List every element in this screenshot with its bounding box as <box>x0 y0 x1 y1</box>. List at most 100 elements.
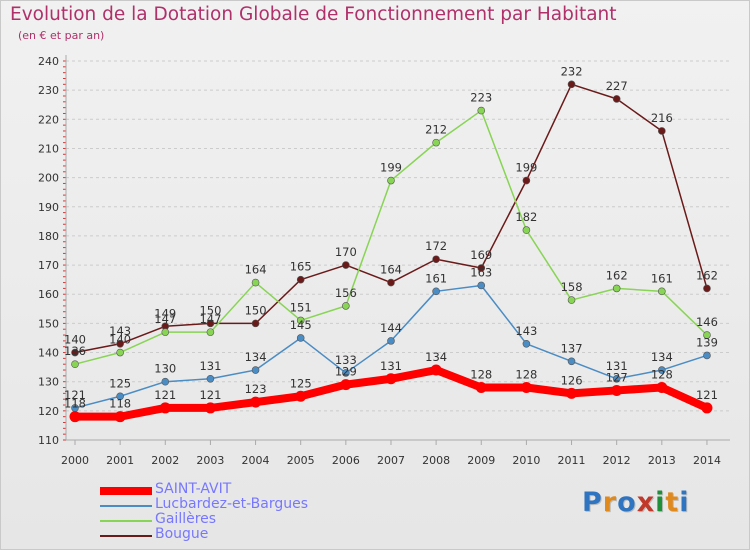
data-point-bougue <box>251 319 260 328</box>
x-tick-label: 2013 <box>648 454 676 467</box>
data-point-saint-avit <box>295 390 307 402</box>
logo-letter: i <box>655 487 666 518</box>
data-label-saint-avit: 131 <box>380 359 402 373</box>
data-point-bougue <box>477 264 486 272</box>
data-point-lucbardez-et-bargues <box>522 339 531 348</box>
data-label-saint-avit: 118 <box>64 397 86 411</box>
data-point-lucbardez-et-bargues <box>703 351 711 360</box>
y-tick-label: 130 <box>38 376 59 389</box>
data-label-bougue: 165 <box>290 260 312 274</box>
logo-letter: r <box>602 487 618 518</box>
legend-swatch <box>100 505 152 507</box>
x-tick-label: 2004 <box>242 454 270 467</box>
data-label-gaill-res: 212 <box>425 123 447 137</box>
data-label-gaill-res: 140 <box>109 333 131 347</box>
data-label-lucbardez-et-bargues: 134 <box>651 350 673 364</box>
data-label-saint-avit: 127 <box>606 370 628 384</box>
data-label-lucbardez-et-bargues: 145 <box>290 318 312 332</box>
data-point-saint-avit <box>250 396 262 408</box>
legend-swatch <box>100 520 152 522</box>
data-label-saint-avit: 121 <box>696 388 718 402</box>
data-point-saint-avit <box>475 382 487 394</box>
data-point-saint-avit <box>656 382 668 394</box>
axes: 110 120 130 140 150 160 170 180 190 200 210 220 230 2… <box>38 55 730 467</box>
y-tick-label: 220 <box>38 113 59 126</box>
data-point-saint-avit <box>385 373 397 385</box>
data-point-bougue <box>612 95 621 103</box>
data-label-bougue: 170 <box>335 245 357 259</box>
data-label-bougue: 150 <box>199 303 221 317</box>
data-point-lucbardez-et-bargues <box>206 374 215 383</box>
data-point-saint-avit <box>69 411 81 423</box>
y-tick-label: 110 <box>38 434 59 447</box>
data-label-bougue: 232 <box>561 64 583 78</box>
data-point-bougue <box>432 255 440 264</box>
data-point-saint-avit <box>701 402 713 414</box>
data-label-saint-avit: 128 <box>470 368 492 382</box>
x-tick-label: 2002 <box>151 454 179 467</box>
data-label-lucbardez-et-bargues: 121 <box>64 388 86 402</box>
data-label-lucbardez-et-bargues: 134 <box>245 350 267 364</box>
data-label-saint-avit: 129 <box>335 365 357 379</box>
data-point-bougue <box>387 278 395 287</box>
chart-title: Evolution de la Dotation Globale de Fonc… <box>10 4 617 25</box>
y-tick-label: 200 <box>38 172 59 185</box>
data-point-bougue <box>296 275 305 284</box>
data-label-lucbardez-et-bargues: 137 <box>561 341 583 355</box>
data-point-bougue <box>567 80 576 89</box>
data-point-bougue <box>342 261 350 269</box>
data-point-lucbardez-et-bargues <box>432 287 440 296</box>
data-point-lucbardez-et-bargues <box>567 357 576 366</box>
data-point-gaill-res <box>612 284 621 293</box>
data-point-saint-avit <box>159 402 171 414</box>
data-point-gaill-res <box>296 316 305 325</box>
data-point-saint-avit <box>520 382 532 394</box>
data-point-bougue <box>116 339 124 348</box>
data-label-lucbardez-et-bargues: 131 <box>606 359 628 373</box>
legend-swatch <box>100 487 152 495</box>
data-label-saint-avit: 121 <box>199 388 221 402</box>
data-label-saint-avit: 123 <box>245 382 267 396</box>
data-label-bougue: 227 <box>606 79 628 93</box>
data-point-gaill-res <box>658 287 666 296</box>
x-tick-label: 2001 <box>106 454 134 467</box>
proxiti-logo: Proxiti <box>582 487 690 518</box>
data-point-bougue <box>703 284 711 293</box>
x-tick-label: 2008 <box>422 454 450 467</box>
data-point-lucbardez-et-bargues <box>387 337 395 345</box>
x-tick-label: 2003 <box>196 454 224 467</box>
data-point-bougue <box>206 319 215 328</box>
data-point-lucbardez-et-bargues <box>342 369 350 377</box>
data-label-gaill-res: 182 <box>515 210 537 224</box>
x-tick-label: 2007 <box>377 454 405 467</box>
x-tick-label: 2009 <box>467 454 495 467</box>
data-label-bougue: 162 <box>696 268 718 282</box>
data-point-bougue <box>658 127 666 135</box>
data-point-lucbardez-et-bargues <box>477 281 486 290</box>
data-point-gaill-res <box>387 176 395 185</box>
y-tick-label: 180 <box>38 230 59 243</box>
data-label-lucbardez-et-bargues: 163 <box>470 265 492 279</box>
logo-letter: t <box>665 487 680 518</box>
data-point-saint-avit <box>204 402 216 414</box>
data-label-gaill-res: 161 <box>651 271 673 285</box>
data-point-saint-avit <box>340 379 352 391</box>
data-label-lucbardez-et-bargues: 131 <box>199 359 221 373</box>
y-tick-label: 210 <box>38 142 59 155</box>
data-label-gaill-res: 223 <box>470 91 492 105</box>
data-label-lucbardez-et-bargues: 130 <box>154 362 176 376</box>
data-label-gaill-res: 158 <box>561 280 583 294</box>
x-tick-label: 2011 <box>558 454 586 467</box>
data-label-gaill-res: 146 <box>696 315 718 329</box>
data-label-saint-avit: 125 <box>290 376 312 390</box>
data-label-saint-avit: 134 <box>425 350 447 364</box>
data-point-lucbardez-et-bargues <box>116 392 124 401</box>
data-point-gaill-res <box>206 328 215 336</box>
data-label-saint-avit: 128 <box>651 368 673 382</box>
data-point-gaill-res <box>251 278 260 287</box>
data-label-bougue: 149 <box>154 306 176 320</box>
data-point-gaill-res <box>703 331 711 339</box>
data-point-lucbardez-et-bargues <box>161 377 170 386</box>
data-label-gaill-res: 164 <box>245 263 267 277</box>
